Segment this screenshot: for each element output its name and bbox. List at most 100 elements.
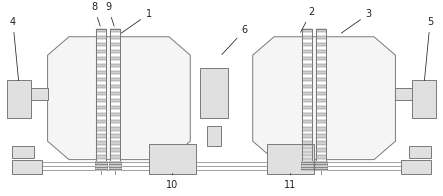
Bar bbox=[12, 160, 42, 173]
Bar bbox=[302, 85, 312, 88]
Bar bbox=[302, 29, 312, 32]
Polygon shape bbox=[47, 37, 190, 160]
Text: 11: 11 bbox=[284, 173, 296, 190]
Bar bbox=[302, 36, 312, 39]
Text: 8: 8 bbox=[91, 2, 100, 26]
Bar bbox=[96, 113, 106, 116]
Bar bbox=[302, 43, 312, 46]
Bar bbox=[110, 57, 120, 60]
Bar bbox=[302, 148, 312, 152]
Bar bbox=[316, 148, 326, 152]
Bar bbox=[302, 71, 312, 74]
Bar bbox=[316, 29, 326, 166]
Bar bbox=[409, 146, 431, 158]
Bar bbox=[316, 29, 326, 32]
Bar bbox=[302, 113, 312, 116]
Bar bbox=[110, 162, 120, 166]
Bar bbox=[302, 127, 312, 131]
Text: 4: 4 bbox=[10, 17, 19, 81]
Bar bbox=[96, 43, 106, 46]
Bar bbox=[302, 162, 312, 166]
Bar bbox=[110, 106, 120, 110]
Text: 2: 2 bbox=[301, 7, 314, 32]
Bar bbox=[96, 85, 106, 88]
Bar bbox=[316, 43, 326, 46]
Bar bbox=[96, 106, 106, 110]
Bar bbox=[110, 120, 120, 123]
Bar bbox=[315, 161, 327, 170]
Bar bbox=[316, 162, 326, 166]
Bar bbox=[207, 126, 221, 146]
Text: 9: 9 bbox=[105, 2, 114, 26]
Bar bbox=[96, 141, 106, 144]
Bar bbox=[302, 78, 312, 81]
Bar bbox=[110, 134, 120, 138]
Text: 5: 5 bbox=[424, 17, 433, 81]
Bar bbox=[96, 134, 106, 138]
Bar bbox=[110, 141, 120, 144]
Bar bbox=[302, 50, 312, 53]
Text: 6: 6 bbox=[222, 25, 248, 54]
Bar bbox=[316, 36, 326, 39]
Bar bbox=[316, 120, 326, 123]
Bar bbox=[110, 50, 120, 53]
Bar bbox=[96, 64, 106, 67]
Bar bbox=[110, 29, 120, 166]
Bar bbox=[302, 99, 312, 103]
Bar bbox=[302, 29, 312, 166]
Bar bbox=[316, 141, 326, 144]
Bar bbox=[316, 92, 326, 95]
Bar bbox=[316, 106, 326, 110]
Bar bbox=[401, 160, 431, 173]
Bar bbox=[149, 144, 196, 173]
Bar bbox=[302, 106, 312, 110]
Bar bbox=[110, 29, 120, 32]
Bar bbox=[96, 162, 106, 166]
Bar bbox=[316, 85, 326, 88]
Bar bbox=[96, 57, 106, 60]
Bar bbox=[110, 148, 120, 152]
Bar bbox=[110, 155, 120, 159]
Text: 1: 1 bbox=[121, 9, 152, 33]
Bar bbox=[96, 71, 106, 74]
Bar bbox=[96, 29, 106, 166]
Bar bbox=[316, 113, 326, 116]
Bar bbox=[316, 57, 326, 60]
Bar bbox=[302, 120, 312, 123]
Bar bbox=[110, 113, 120, 116]
Bar bbox=[302, 141, 312, 144]
Bar bbox=[109, 161, 121, 170]
Bar bbox=[110, 71, 120, 74]
Bar bbox=[316, 71, 326, 74]
Bar bbox=[316, 155, 326, 159]
Bar bbox=[96, 78, 106, 81]
Bar bbox=[96, 148, 106, 152]
Bar bbox=[110, 29, 120, 166]
Bar bbox=[302, 64, 312, 67]
Bar bbox=[110, 64, 120, 67]
Bar bbox=[110, 127, 120, 131]
Bar bbox=[31, 88, 47, 100]
Bar bbox=[316, 64, 326, 67]
Bar bbox=[96, 155, 106, 159]
Bar bbox=[96, 99, 106, 103]
Bar bbox=[110, 36, 120, 39]
Bar bbox=[302, 155, 312, 159]
Bar bbox=[110, 85, 120, 88]
Bar bbox=[302, 134, 312, 138]
Bar bbox=[316, 50, 326, 53]
Bar bbox=[200, 68, 228, 118]
Polygon shape bbox=[253, 37, 396, 160]
Bar bbox=[96, 120, 106, 123]
Text: 3: 3 bbox=[341, 9, 372, 33]
Bar bbox=[302, 57, 312, 60]
Bar bbox=[316, 78, 326, 81]
Bar bbox=[96, 50, 106, 53]
Bar bbox=[302, 29, 312, 166]
Bar bbox=[110, 43, 120, 46]
Bar bbox=[396, 88, 412, 100]
Bar bbox=[7, 80, 31, 118]
Bar bbox=[316, 99, 326, 103]
Text: 10: 10 bbox=[166, 173, 179, 190]
Bar bbox=[95, 161, 107, 170]
